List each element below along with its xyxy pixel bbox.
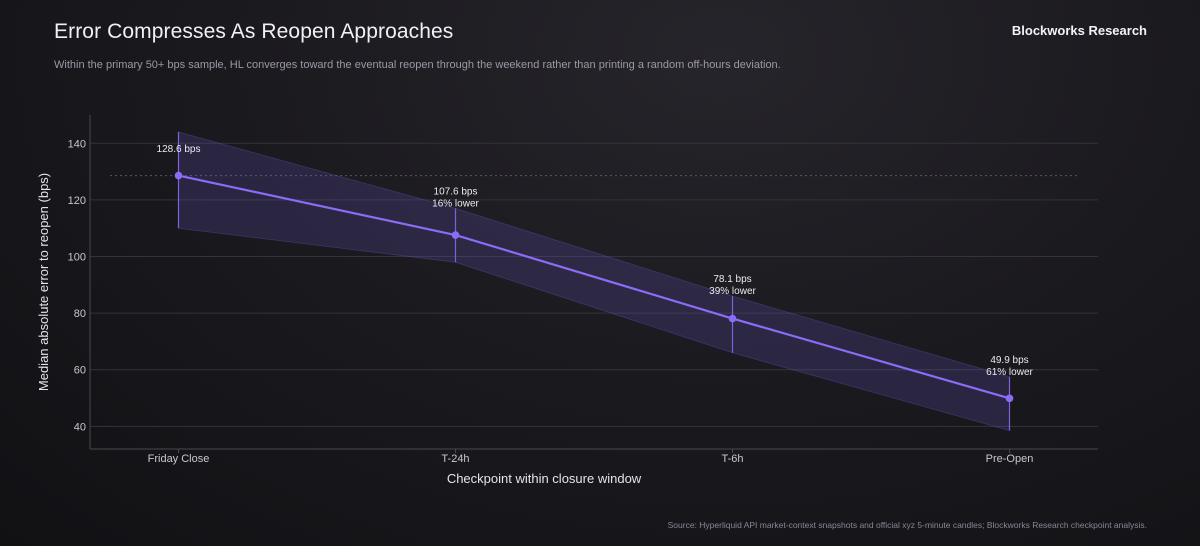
y-tick-label: 40 (74, 421, 86, 433)
data-label: 61% lower (986, 367, 1033, 378)
source-note: Source: Hyperliquid API market-context s… (667, 520, 1147, 530)
data-label: 49.9 bps (990, 355, 1028, 366)
y-tick-label: 120 (68, 195, 86, 207)
data-label: 78.1 bps (713, 274, 751, 285)
y-tick-label: 100 (68, 252, 86, 264)
y-tick-label: 60 (74, 365, 86, 377)
x-tick-label: T-6h (721, 453, 743, 465)
chart-subtitle: Within the primary 50+ bps sample, HL co… (54, 59, 781, 71)
x-tick-label: T-24h (441, 453, 469, 465)
brand-label: Blockworks Research (1011, 23, 1147, 38)
y-tick-label: 140 (68, 138, 86, 150)
confidence-band (178, 131, 1010, 432)
x-axis-title: Checkpoint within closure window (447, 471, 642, 486)
x-tick-label: Friday Close (148, 453, 210, 465)
series-line (178, 174, 1010, 400)
data-label: 107.6 bps (434, 186, 478, 197)
data-point (451, 231, 460, 239)
data-point (728, 314, 737, 323)
data-label: 16% lower (432, 198, 479, 209)
data-point (1005, 394, 1014, 403)
data-label: 128.6 bps (157, 144, 201, 155)
chart-title: Error Compresses As Reopen Approaches (54, 20, 454, 43)
data-label: 39% lower (709, 286, 756, 297)
y-tick-label: 80 (74, 308, 86, 320)
x-tick-label: Pre-Open (986, 453, 1034, 465)
data-point (174, 171, 183, 180)
y-axis-title: Median absolute error to reopen (bps) (36, 173, 51, 391)
